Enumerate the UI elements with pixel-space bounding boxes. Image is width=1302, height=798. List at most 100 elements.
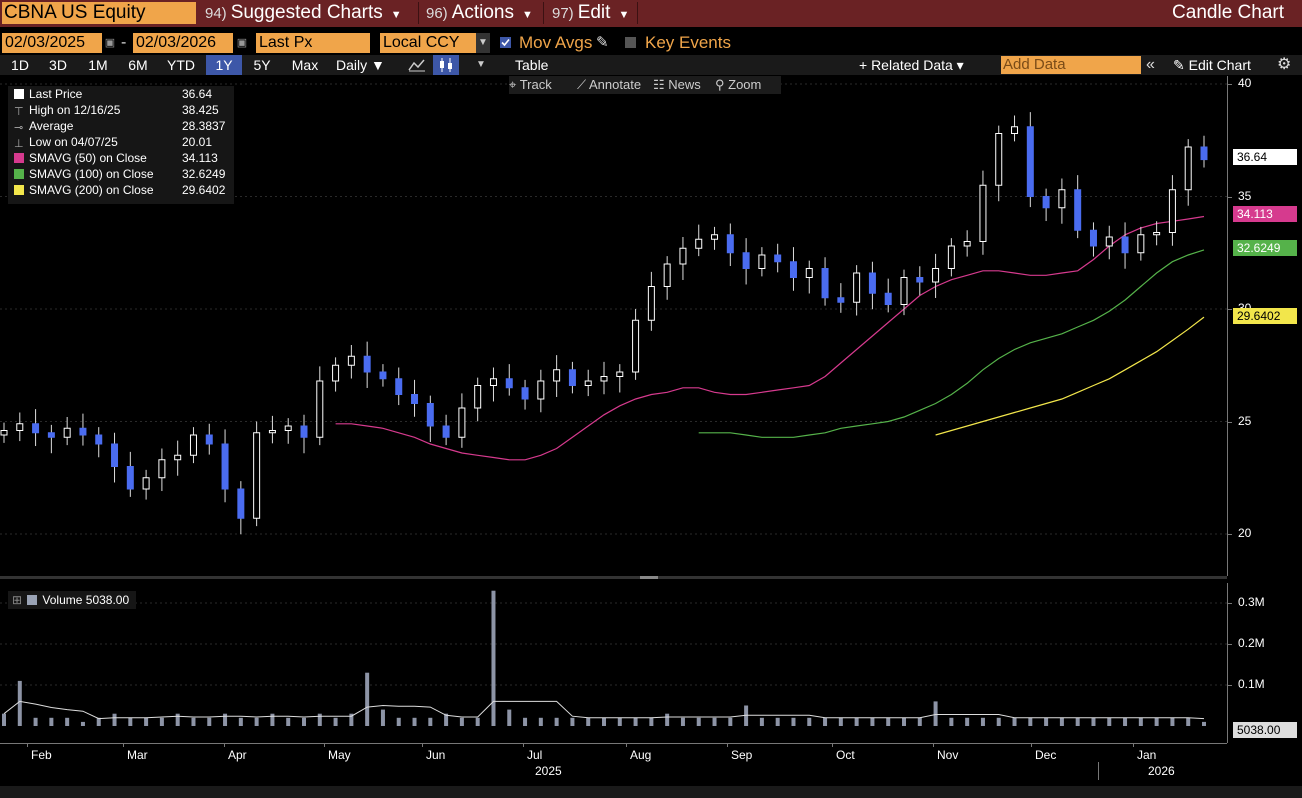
range-1y[interactable]: 1Y (206, 55, 242, 75)
splitter-handle[interactable] (640, 576, 658, 579)
volume-bar (838, 717, 843, 726)
month-tick (832, 743, 833, 747)
sma50-tag: 34.113 (1233, 206, 1297, 222)
tool-label: Zoom (728, 77, 762, 92)
candle-body (1121, 236, 1129, 254)
legend-sma200[interactable]: SMAVG (200) on Close (14, 182, 154, 198)
zoom-tool[interactable]: ⚲ Zoom (715, 76, 781, 94)
start-date-field[interactable]: 02/03/2025 (2, 33, 102, 53)
month-tick (523, 743, 524, 747)
legend-high[interactable]: ⊤ High on 12/16/25 (14, 102, 120, 118)
candle-body (711, 234, 719, 240)
menu-number: 94) (205, 5, 227, 22)
track-tool[interactable]: ⌖ Track (509, 76, 577, 94)
candle-body (474, 385, 482, 409)
add-data-input[interactable]: Add Data (1001, 56, 1141, 74)
end-date-field[interactable]: 02/03/2026 (133, 33, 233, 53)
range-ytd[interactable]: YTD (167, 57, 195, 73)
range-6m[interactable]: 6M (128, 57, 148, 73)
period-select[interactable]: Daily ▼ (336, 57, 385, 73)
range-5y[interactable]: 5Y (253, 57, 271, 73)
candle-body (1200, 146, 1208, 161)
candle-body (963, 241, 971, 247)
mov-avgs-checkbox[interactable] (500, 37, 511, 48)
volume-bar (396, 717, 401, 726)
chevron-down-icon[interactable]: ▼ (476, 59, 486, 70)
volume-chart[interactable] (0, 583, 1227, 743)
ticker-field[interactable]: CBNA US Equity (2, 2, 196, 24)
pencil-icon[interactable]: ✎ (596, 34, 609, 51)
candle-body (158, 459, 166, 479)
expand-icon[interactable]: ⊞ (12, 593, 23, 607)
candle-chart-icon[interactable] (433, 55, 459, 75)
legend-sma100[interactable]: SMAVG (100) on Close (14, 166, 154, 182)
double-chevron-left-icon[interactable]: « (1146, 56, 1155, 73)
sma200-path (935, 316, 1205, 436)
low-marker-icon: ⊥ (14, 138, 24, 150)
month-label: Dec (1035, 748, 1057, 762)
related-data-button[interactable]: + Related Data ▾ (859, 57, 964, 73)
candle-body (916, 277, 924, 283)
actions-menu[interactable]: 96) Actions ▼ (426, 2, 533, 24)
month-label: Jan (1137, 748, 1157, 762)
candle-body (0, 430, 8, 436)
volume-bar (65, 717, 70, 726)
volume-bar (80, 721, 85, 726)
volume-bar (128, 717, 133, 726)
volume-bar (933, 701, 938, 726)
legend-last-price[interactable]: Last Price (14, 86, 82, 102)
volume-legend-label: Volume 5038.00 (42, 593, 130, 607)
table-button[interactable]: Table (515, 57, 549, 73)
chevron-down-icon[interactable]: ▼ (476, 33, 490, 53)
legend-value: 29.6402 (182, 183, 226, 197)
range-1d[interactable]: 1D (11, 57, 29, 73)
price-chart[interactable] (0, 76, 1227, 576)
volume-tick-mark (1227, 644, 1232, 645)
candle-body (411, 394, 419, 404)
mov-avgs-label[interactable]: Mov Avgs (519, 33, 593, 52)
month-label: May (328, 748, 351, 762)
key-events-checkbox[interactable] (625, 37, 636, 48)
month-label: Nov (937, 748, 959, 762)
legend-sma50[interactable]: SMAVG (50) on Close (14, 150, 147, 166)
range-3d[interactable]: 3D (49, 57, 67, 73)
calendar-icon[interactable]: ▣ (104, 37, 116, 49)
calendar-icon[interactable]: ▣ (236, 37, 248, 49)
volume-legend[interactable]: ⊞ Volume 5038.00 (8, 591, 136, 609)
panel-splitter[interactable] (0, 576, 1227, 579)
key-events-label[interactable]: Key Events (645, 33, 731, 52)
candle-body (174, 454, 182, 461)
price-field-select[interactable]: Last Px (256, 33, 370, 53)
sma200-tag: 29.6402 (1233, 308, 1297, 324)
legend-average[interactable]: ⊸ Average (14, 118, 73, 134)
line-chart-icon[interactable] (408, 58, 426, 72)
month-tick (933, 743, 934, 747)
candle-body (647, 286, 655, 321)
gear-icon[interactable]: ⚙ (1277, 56, 1292, 73)
suggested-charts-menu[interactable]: 94) Suggested Charts ▼ (205, 2, 402, 24)
candle-body (111, 443, 119, 467)
candle-body (632, 319, 640, 373)
volume-bar (333, 717, 338, 726)
legend-swatch (14, 169, 24, 179)
edit-menu[interactable]: 97) Edit ▼ (552, 2, 629, 24)
legend-low[interactable]: ⊥ Low on 04/07/25 (14, 134, 118, 150)
month-tick (1133, 743, 1134, 747)
volume-tick-mark (1227, 603, 1232, 604)
volume-bar (380, 709, 385, 726)
volume-bars (2, 590, 1206, 726)
tool-label: Track (519, 77, 552, 92)
month-label: Jun (426, 748, 446, 762)
range-max[interactable]: Max (291, 57, 319, 73)
candle-body (316, 380, 324, 438)
crosshair-icon: ⌖ (509, 77, 520, 92)
candle-body (884, 292, 892, 305)
legend-value: 32.6249 (182, 167, 226, 181)
month-label: Jul (527, 748, 543, 762)
range-1m[interactable]: 1M (88, 57, 108, 73)
news-tool[interactable]: ☷ News (653, 76, 715, 94)
menu-label: Edit (577, 2, 611, 23)
edit-chart-button[interactable]: ✎ Edit Chart (1173, 55, 1251, 75)
annotate-tool[interactable]: ⟋ Annotate (577, 76, 653, 94)
currency-select[interactable]: Local CCY (380, 33, 476, 53)
